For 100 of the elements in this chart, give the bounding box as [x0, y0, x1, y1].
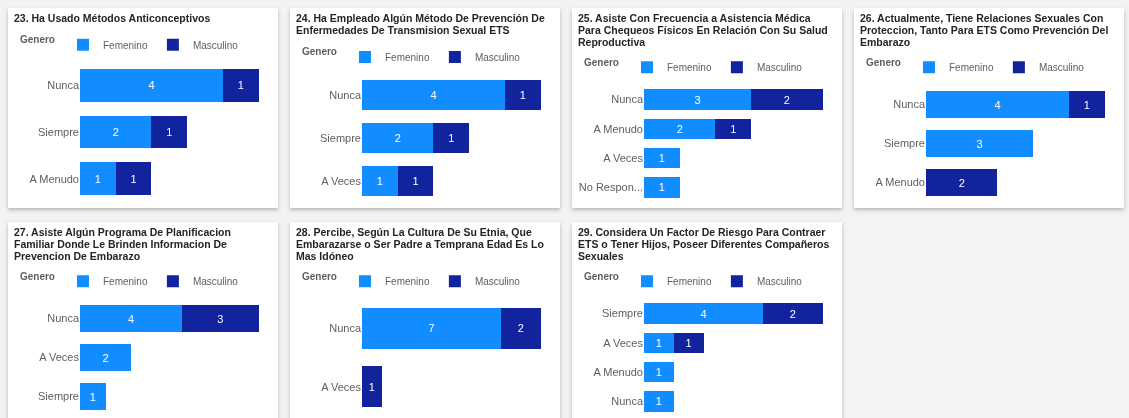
legend-label: Masculino	[1038, 62, 1085, 74]
chart-title: 26. Actualmente, Tiene Relaciones Sexuales Con Proteccion, Tanto Para ETS Como Prevención Del Embarazo	[859, 11, 1110, 48]
legend-title: Genero	[865, 56, 901, 68]
legend-label: Femenino	[384, 51, 430, 63]
data-label: 1	[412, 174, 419, 187]
y-tick-label: Nunca	[893, 98, 926, 111]
data-label: 1	[376, 174, 383, 187]
bar	[222, 69, 259, 102]
bar	[433, 123, 470, 153]
bar	[80, 382, 106, 411]
data-label: 4	[127, 312, 135, 325]
chart-title: 28. Percibe, Según La Cultura De Su Etnia, Que Embarazarse o Ser Padre a Temprana Edad Es Lo Mas Idóneo	[295, 225, 545, 262]
data-label: 2	[517, 322, 524, 335]
legend-label: Masculino	[192, 39, 239, 51]
bar	[926, 90, 1069, 119]
y-tick-label: A Veces	[603, 336, 644, 349]
y-tick-label: Nunca	[329, 322, 362, 335]
data-label: 1	[1083, 98, 1090, 111]
chart-title: 25. Asiste Con Frecuencia a Asistencia Médica Para Chequeos Físicos En Relación Con Su Salud Reproductiva	[577, 11, 829, 48]
legend-label: Femenino	[384, 276, 430, 288]
legend-label: Masculino	[474, 276, 521, 288]
y-tick-label: A Menudo	[593, 365, 643, 378]
bar	[763, 303, 823, 324]
y-tick-label: Nunca	[611, 93, 644, 106]
bar	[80, 115, 152, 149]
data-label: 1	[166, 126, 173, 138]
bar	[362, 80, 505, 111]
legend-label: Masculino	[192, 276, 239, 288]
bar	[362, 123, 434, 153]
bar	[80, 304, 183, 333]
data-label: 1	[658, 152, 665, 165]
bar	[362, 165, 398, 196]
y-tick-label: A Menudo	[875, 176, 925, 189]
data-label: 2	[789, 307, 796, 320]
data-label: 1	[94, 172, 101, 185]
y-tick-label: Siempre	[38, 390, 79, 403]
bar	[673, 332, 704, 354]
legend-label: Femenino	[666, 276, 712, 288]
bar	[115, 162, 152, 195]
bar	[80, 69, 223, 102]
legend-label: Femenino	[102, 39, 148, 51]
data-label: 1	[130, 172, 137, 185]
y-tick-label: A Menudo	[593, 122, 643, 135]
bar	[715, 118, 752, 140]
data-label: 1	[89, 390, 96, 403]
bar	[751, 89, 823, 110]
bar	[397, 165, 434, 196]
data-label: 2	[676, 122, 683, 135]
data-label: 4	[994, 98, 1001, 111]
data-label: 2	[783, 93, 790, 106]
bar	[644, 361, 674, 383]
data-label: 1	[368, 380, 375, 393]
legend-label: Masculino	[756, 276, 803, 288]
data-label: 1	[730, 122, 737, 135]
y-tick-label: Nunca	[47, 79, 80, 92]
data-label: 4	[148, 79, 155, 92]
bar	[644, 391, 674, 412]
bar	[644, 89, 752, 110]
bar	[504, 80, 541, 111]
data-label: 2	[112, 126, 119, 138]
data-label: 2	[394, 132, 401, 144]
y-tick-label: A Veces	[321, 380, 362, 393]
legend-label: Femenino	[948, 62, 994, 74]
data-label: 2	[958, 176, 965, 189]
legend-title: Genero	[301, 46, 337, 58]
bar	[182, 304, 259, 333]
y-tick-label: A Veces	[321, 174, 362, 187]
bar	[1068, 90, 1105, 119]
data-label: 1	[519, 89, 526, 102]
bar	[644, 147, 680, 169]
y-tick-label: A Veces	[39, 351, 80, 364]
y-tick-label: A Veces	[603, 151, 644, 164]
chart-title: 23. Ha Usado Métodos Anticonceptivos	[13, 11, 212, 24]
legend-title: Genero	[19, 34, 55, 46]
legend-label: Femenino	[102, 276, 148, 288]
legend-title: Genero	[583, 56, 619, 68]
chart-title: 27. Asiste Algún Programa De Planificacion Familiar Donde Le Brinden Informacion De Prevencion De Embarazo	[13, 225, 232, 262]
bar	[80, 343, 132, 372]
y-tick-label: Siempre	[602, 307, 643, 320]
bar	[644, 118, 716, 140]
legend-title: Genero	[301, 270, 337, 282]
y-tick-label: Nunca	[611, 395, 644, 408]
y-tick-label: Siempre	[320, 131, 361, 144]
y-tick-label: A Menudo	[29, 172, 79, 185]
data-label: 3	[694, 93, 701, 106]
data-label: 3	[976, 137, 983, 150]
legend-title: Genero	[19, 270, 55, 282]
legend-title: Genero	[583, 270, 619, 282]
y-tick-label: Siempre	[884, 137, 925, 150]
chart-title: 29. Considera Un Factor De Riesgo Para Contraer ETS o Tener Hijos, Poseer Diferentes Compañeros Sexuales	[577, 225, 831, 262]
bar	[644, 303, 764, 324]
data-label: 1	[448, 132, 455, 144]
data-label: 1	[237, 79, 244, 92]
bar	[151, 115, 188, 149]
y-tick-label: No Respon...	[578, 181, 643, 194]
y-tick-label: Siempre	[38, 125, 79, 138]
legend-label: Masculino	[474, 51, 521, 63]
y-tick-label: Nunca	[47, 312, 80, 325]
bar	[644, 332, 674, 354]
bar	[926, 168, 998, 197]
